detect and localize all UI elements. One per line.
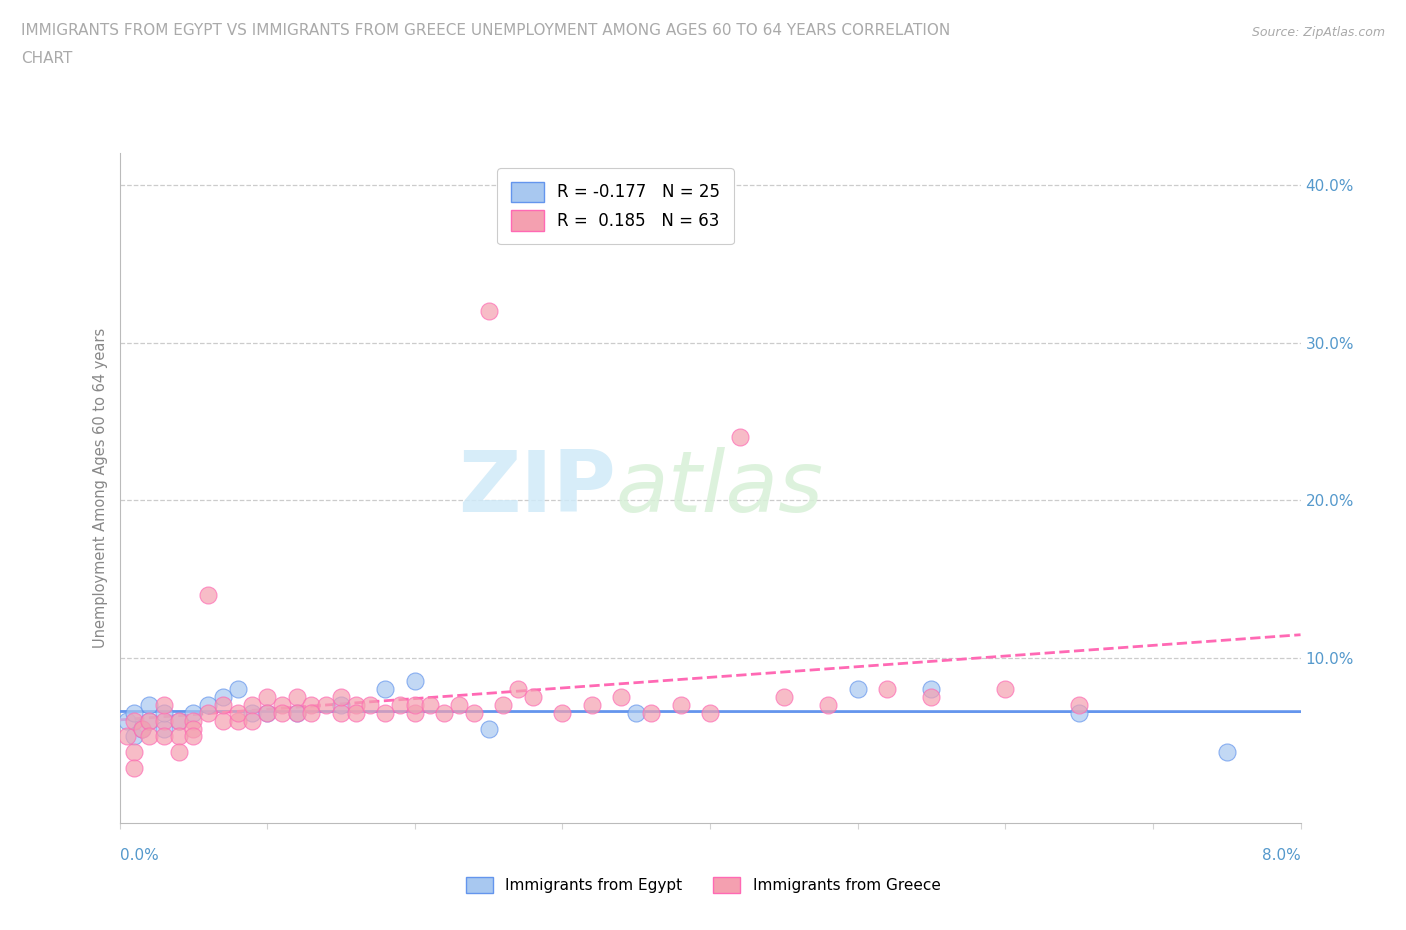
Point xyxy=(301,705,323,720)
Point xyxy=(329,698,352,712)
Point xyxy=(256,705,278,720)
Point xyxy=(242,705,264,720)
Point xyxy=(285,689,308,704)
Point xyxy=(846,682,869,697)
Point xyxy=(478,303,501,318)
Point xyxy=(315,698,337,712)
Point xyxy=(138,698,160,712)
Point xyxy=(1069,698,1091,712)
Point xyxy=(183,729,205,744)
Point xyxy=(921,689,943,704)
Text: atlas: atlas xyxy=(616,446,824,530)
Text: IMMIGRANTS FROM EGYPT VS IMMIGRANTS FROM GREECE UNEMPLOYMENT AMONG AGES 60 TO 64: IMMIGRANTS FROM EGYPT VS IMMIGRANTS FROM… xyxy=(21,23,950,38)
Point xyxy=(124,761,146,776)
Point xyxy=(640,705,662,720)
Point xyxy=(167,745,190,760)
Point xyxy=(388,698,412,712)
Point xyxy=(344,705,367,720)
Point xyxy=(610,689,633,704)
Point xyxy=(124,729,146,744)
Text: 0.0%: 0.0% xyxy=(120,848,159,863)
Point xyxy=(728,430,751,445)
Point xyxy=(285,705,308,720)
Point xyxy=(581,698,603,712)
Point xyxy=(211,698,233,712)
Point xyxy=(153,713,174,728)
Point xyxy=(197,587,219,602)
Legend: Immigrants from Egypt, Immigrants from Greece: Immigrants from Egypt, Immigrants from G… xyxy=(460,870,946,899)
Point xyxy=(256,705,278,720)
Point xyxy=(256,689,278,704)
Point xyxy=(131,721,153,736)
Point xyxy=(419,698,441,712)
Point xyxy=(131,721,153,736)
Y-axis label: Unemployment Among Ages 60 to 64 years: Unemployment Among Ages 60 to 64 years xyxy=(93,328,108,648)
Point xyxy=(138,713,160,728)
Point xyxy=(242,713,264,728)
Point xyxy=(699,705,721,720)
Point xyxy=(669,698,692,712)
Point xyxy=(994,682,1017,697)
Point xyxy=(551,705,574,720)
Point xyxy=(167,713,190,728)
Point xyxy=(197,698,219,712)
Legend: R = -0.177   N = 25, R =  0.185   N = 63: R = -0.177 N = 25, R = 0.185 N = 63 xyxy=(498,168,734,245)
Point xyxy=(492,698,515,712)
Point xyxy=(211,713,233,728)
Point xyxy=(374,705,396,720)
Point xyxy=(153,721,174,736)
Point xyxy=(285,705,308,720)
Text: 8.0%: 8.0% xyxy=(1261,848,1301,863)
Text: ZIP: ZIP xyxy=(458,446,616,530)
Point xyxy=(167,713,190,728)
Point xyxy=(329,689,352,704)
Point xyxy=(1069,705,1091,720)
Point xyxy=(115,713,138,728)
Point xyxy=(153,729,174,744)
Point xyxy=(447,698,470,712)
Point xyxy=(197,705,219,720)
Point xyxy=(374,682,396,697)
Point xyxy=(153,705,174,720)
Point xyxy=(270,705,294,720)
Point xyxy=(270,698,294,712)
Point xyxy=(301,698,323,712)
Point xyxy=(242,698,264,712)
Point xyxy=(463,705,485,720)
Point xyxy=(1215,745,1237,760)
Point xyxy=(773,689,796,704)
Point xyxy=(478,721,501,736)
Point xyxy=(226,705,249,720)
Point xyxy=(626,705,648,720)
Point xyxy=(817,698,839,712)
Point xyxy=(115,729,138,744)
Point xyxy=(344,698,367,712)
Text: CHART: CHART xyxy=(21,51,73,66)
Point xyxy=(183,721,205,736)
Text: Source: ZipAtlas.com: Source: ZipAtlas.com xyxy=(1251,26,1385,39)
Point xyxy=(226,713,249,728)
Point xyxy=(404,705,426,720)
Point xyxy=(226,682,249,697)
Point xyxy=(124,745,146,760)
Point xyxy=(329,705,352,720)
Point xyxy=(124,705,146,720)
Point xyxy=(433,705,456,720)
Point xyxy=(167,729,190,744)
Point xyxy=(211,689,233,704)
Point xyxy=(522,689,544,704)
Point xyxy=(138,729,160,744)
Point xyxy=(404,698,426,712)
Point xyxy=(138,713,160,728)
Point xyxy=(876,682,898,697)
Point xyxy=(404,674,426,689)
Point xyxy=(124,713,146,728)
Point xyxy=(360,698,382,712)
Point xyxy=(183,713,205,728)
Point xyxy=(153,698,174,712)
Point xyxy=(921,682,943,697)
Point xyxy=(183,705,205,720)
Point xyxy=(506,682,529,697)
